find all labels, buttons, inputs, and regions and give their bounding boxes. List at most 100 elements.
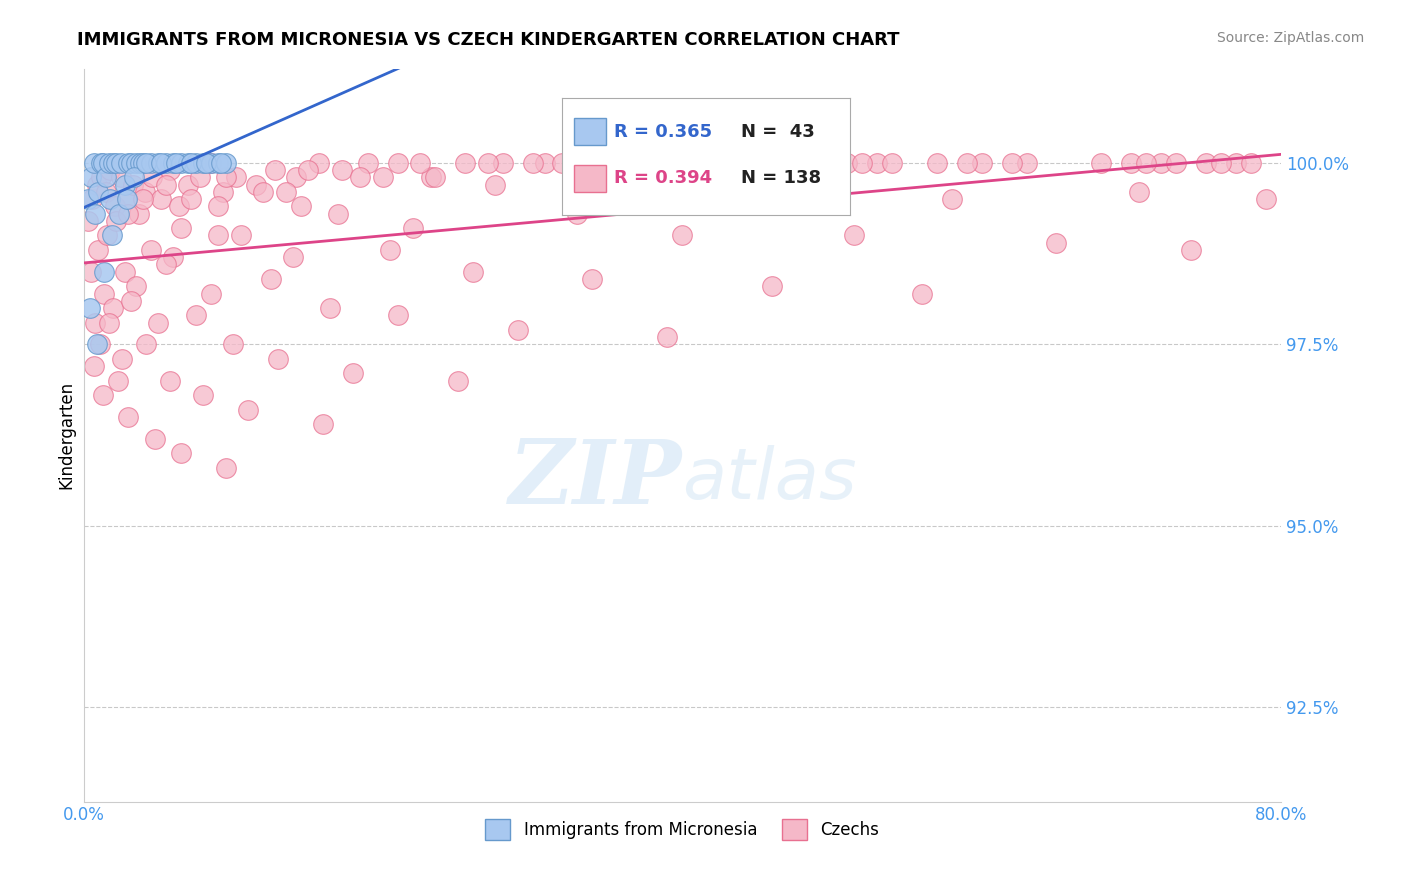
Point <box>165 156 187 170</box>
Point <box>100 163 122 178</box>
Point <box>207 199 229 213</box>
Point <box>90 170 112 185</box>
Point <box>1166 156 1188 170</box>
Point <box>702 156 724 170</box>
Point <box>648 156 671 170</box>
Point <box>1000 156 1022 170</box>
Point <box>117 156 139 170</box>
Point <box>1240 156 1263 170</box>
Point <box>184 156 207 170</box>
Point <box>177 156 200 170</box>
Point <box>533 156 555 170</box>
Point <box>252 185 274 199</box>
Point <box>195 156 218 170</box>
Point <box>297 163 319 178</box>
Point <box>238 402 260 417</box>
Point <box>77 192 100 206</box>
Point <box>77 214 100 228</box>
Point <box>634 156 657 170</box>
Point <box>96 228 118 243</box>
Point <box>1180 243 1202 257</box>
Point <box>342 367 364 381</box>
Point <box>184 308 207 322</box>
Point <box>155 178 177 192</box>
Point <box>122 178 145 192</box>
Point <box>91 388 114 402</box>
Point <box>357 156 380 170</box>
Point <box>105 214 128 228</box>
Point <box>87 185 110 199</box>
Point <box>104 199 127 213</box>
Point <box>155 258 177 272</box>
Point <box>125 279 148 293</box>
Point <box>745 156 768 170</box>
Point <box>155 156 177 170</box>
Point <box>94 185 117 199</box>
Point <box>139 243 162 257</box>
Point <box>82 192 104 206</box>
Point <box>731 156 754 170</box>
Point <box>83 359 105 373</box>
Point <box>129 156 152 170</box>
Point <box>1195 156 1218 170</box>
Point <box>143 432 166 446</box>
Point <box>169 199 191 213</box>
Point <box>111 351 134 366</box>
Point <box>170 446 193 460</box>
Legend: Immigrants from Micronesia, Czechs: Immigrants from Micronesia, Czechs <box>481 814 884 845</box>
Point <box>170 221 193 235</box>
Point <box>110 156 132 170</box>
Point <box>170 156 193 170</box>
Point <box>188 170 211 185</box>
Point <box>100 192 122 206</box>
Point <box>101 228 124 243</box>
Point <box>1015 156 1038 170</box>
Point <box>114 265 136 279</box>
Point <box>80 265 103 279</box>
Point <box>835 156 858 170</box>
Point <box>207 156 229 170</box>
Point <box>461 265 484 279</box>
Point <box>308 156 330 170</box>
Point <box>911 286 934 301</box>
Point <box>110 170 132 185</box>
Point <box>1090 156 1112 170</box>
Point <box>91 156 114 170</box>
Point <box>880 156 903 170</box>
Text: Source: ZipAtlas.com: Source: ZipAtlas.com <box>1216 31 1364 45</box>
Point <box>211 185 233 199</box>
Point <box>148 156 170 170</box>
Point <box>596 185 619 199</box>
Point <box>177 178 200 192</box>
Point <box>207 228 229 243</box>
Point <box>159 374 181 388</box>
Point <box>821 178 844 192</box>
Point <box>425 170 447 185</box>
Point <box>117 409 139 424</box>
Point <box>567 207 589 221</box>
Point <box>1128 185 1150 199</box>
Point <box>105 156 128 170</box>
Point <box>86 178 108 192</box>
Point <box>761 156 783 170</box>
Point <box>319 301 342 315</box>
Point <box>80 170 103 185</box>
Point <box>83 156 105 170</box>
Point <box>132 192 155 206</box>
Point <box>693 156 716 170</box>
Point <box>90 156 112 170</box>
Point <box>1209 156 1232 170</box>
Point <box>387 308 409 322</box>
Point <box>215 460 238 475</box>
Point <box>866 156 889 170</box>
Point <box>387 156 409 170</box>
Point <box>135 156 157 170</box>
Point <box>200 286 222 301</box>
Point <box>120 156 142 170</box>
Point <box>79 301 101 315</box>
Point <box>1150 156 1173 170</box>
Point <box>193 388 215 402</box>
Point <box>162 156 184 170</box>
Point <box>97 316 120 330</box>
Point <box>103 301 125 315</box>
